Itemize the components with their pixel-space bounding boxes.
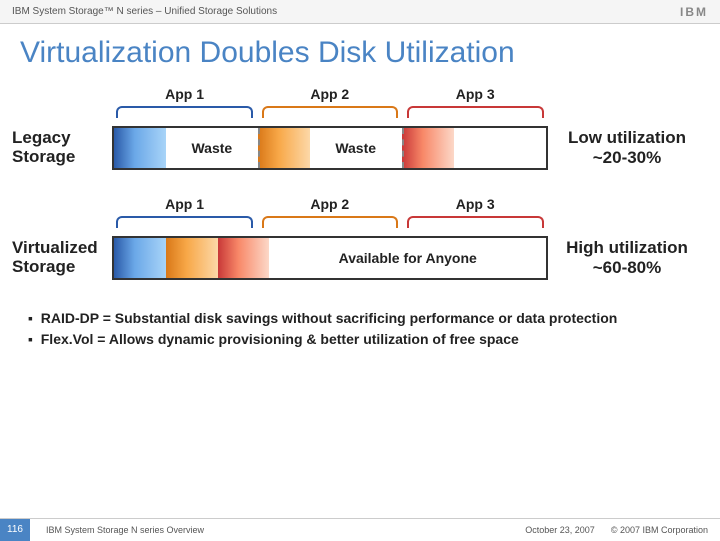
bracket-icon xyxy=(407,216,544,228)
legacy-bar: Waste Waste xyxy=(112,126,548,170)
legacy-bar-row: Legacy Storage Waste Waste Low utilizati… xyxy=(12,126,708,170)
virt-app1-used xyxy=(114,238,166,278)
virt-app3-label: App 3 xyxy=(402,196,548,214)
legacy-app3-label: App 3 xyxy=(402,86,548,104)
footer-copyright: © 2007 IBM Corporation xyxy=(611,525,720,535)
legacy-brackets xyxy=(112,106,548,120)
bracket-icon xyxy=(116,106,252,118)
virt-app3-used xyxy=(218,238,270,278)
legacy-app1-waste: Waste xyxy=(166,128,258,168)
bullet-list: ▪ RAID-DP = Substantial disk savings wit… xyxy=(0,286,720,360)
bracket-icon xyxy=(116,216,252,228)
legacy-app3-waste xyxy=(454,128,546,168)
virtualized-app-labels: App 1 App 2 App 3 xyxy=(112,196,548,214)
header-subtitle: IBM System Storage™ N series – Unified S… xyxy=(12,6,277,17)
ibm-logo: IBM xyxy=(680,5,708,19)
bullet-item: ▪ Flex.Vol = Allows dynamic provisioning… xyxy=(28,329,700,350)
legacy-label: Legacy Storage xyxy=(12,129,112,166)
divider-icon xyxy=(402,128,404,168)
legacy-app2-waste: Waste xyxy=(310,128,402,168)
legacy-app2-label: App 2 xyxy=(257,86,402,104)
bracket-icon xyxy=(407,106,544,118)
bullet-item: ▪ RAID-DP = Substantial disk savings wit… xyxy=(28,308,700,329)
virtualized-brackets xyxy=(112,216,548,230)
legacy-labels-row: App 1 App 2 App 3 xyxy=(12,86,708,120)
virt-app1-label: App 1 xyxy=(112,196,257,214)
virtualized-label: Virtualized Storage xyxy=(12,239,112,276)
slide-header: IBM System Storage™ N series – Unified S… xyxy=(0,0,720,24)
slide-footer: 116 IBM System Storage N series Overview… xyxy=(0,518,720,540)
virtualized-utilization: High utilization ~60-80% xyxy=(548,238,698,279)
bracket-icon xyxy=(262,106,398,118)
legacy-utilization: Low utilization ~20-30% xyxy=(548,128,698,169)
legacy-app1-label: App 1 xyxy=(112,86,257,104)
bracket-icon xyxy=(262,216,398,228)
virtualized-labels-row: App 1 App 2 App 3 xyxy=(12,196,708,230)
legacy-app3-used xyxy=(402,128,454,168)
footer-date: October 23, 2007 xyxy=(525,525,611,535)
virtualized-bar-row: Virtualized Storage Available for Anyone… xyxy=(12,236,708,280)
legacy-app2-used xyxy=(258,128,310,168)
legacy-app-labels: App 1 App 2 App 3 xyxy=(112,86,548,104)
virt-available: Available for Anyone xyxy=(269,238,545,278)
virt-app2-label: App 2 xyxy=(257,196,402,214)
diagram-area: App 1 App 2 App 3 Legacy Storage Waste W… xyxy=(0,86,720,280)
divider-icon xyxy=(258,128,260,168)
legacy-app1-used xyxy=(114,128,166,168)
slide-title: Virtualization Doubles Disk Utilization xyxy=(0,24,720,86)
page-number: 116 xyxy=(0,519,30,541)
virtualized-bar: Available for Anyone xyxy=(112,236,548,280)
footer-overview: IBM System Storage N series Overview xyxy=(30,525,525,535)
virt-app2-used xyxy=(166,238,218,278)
